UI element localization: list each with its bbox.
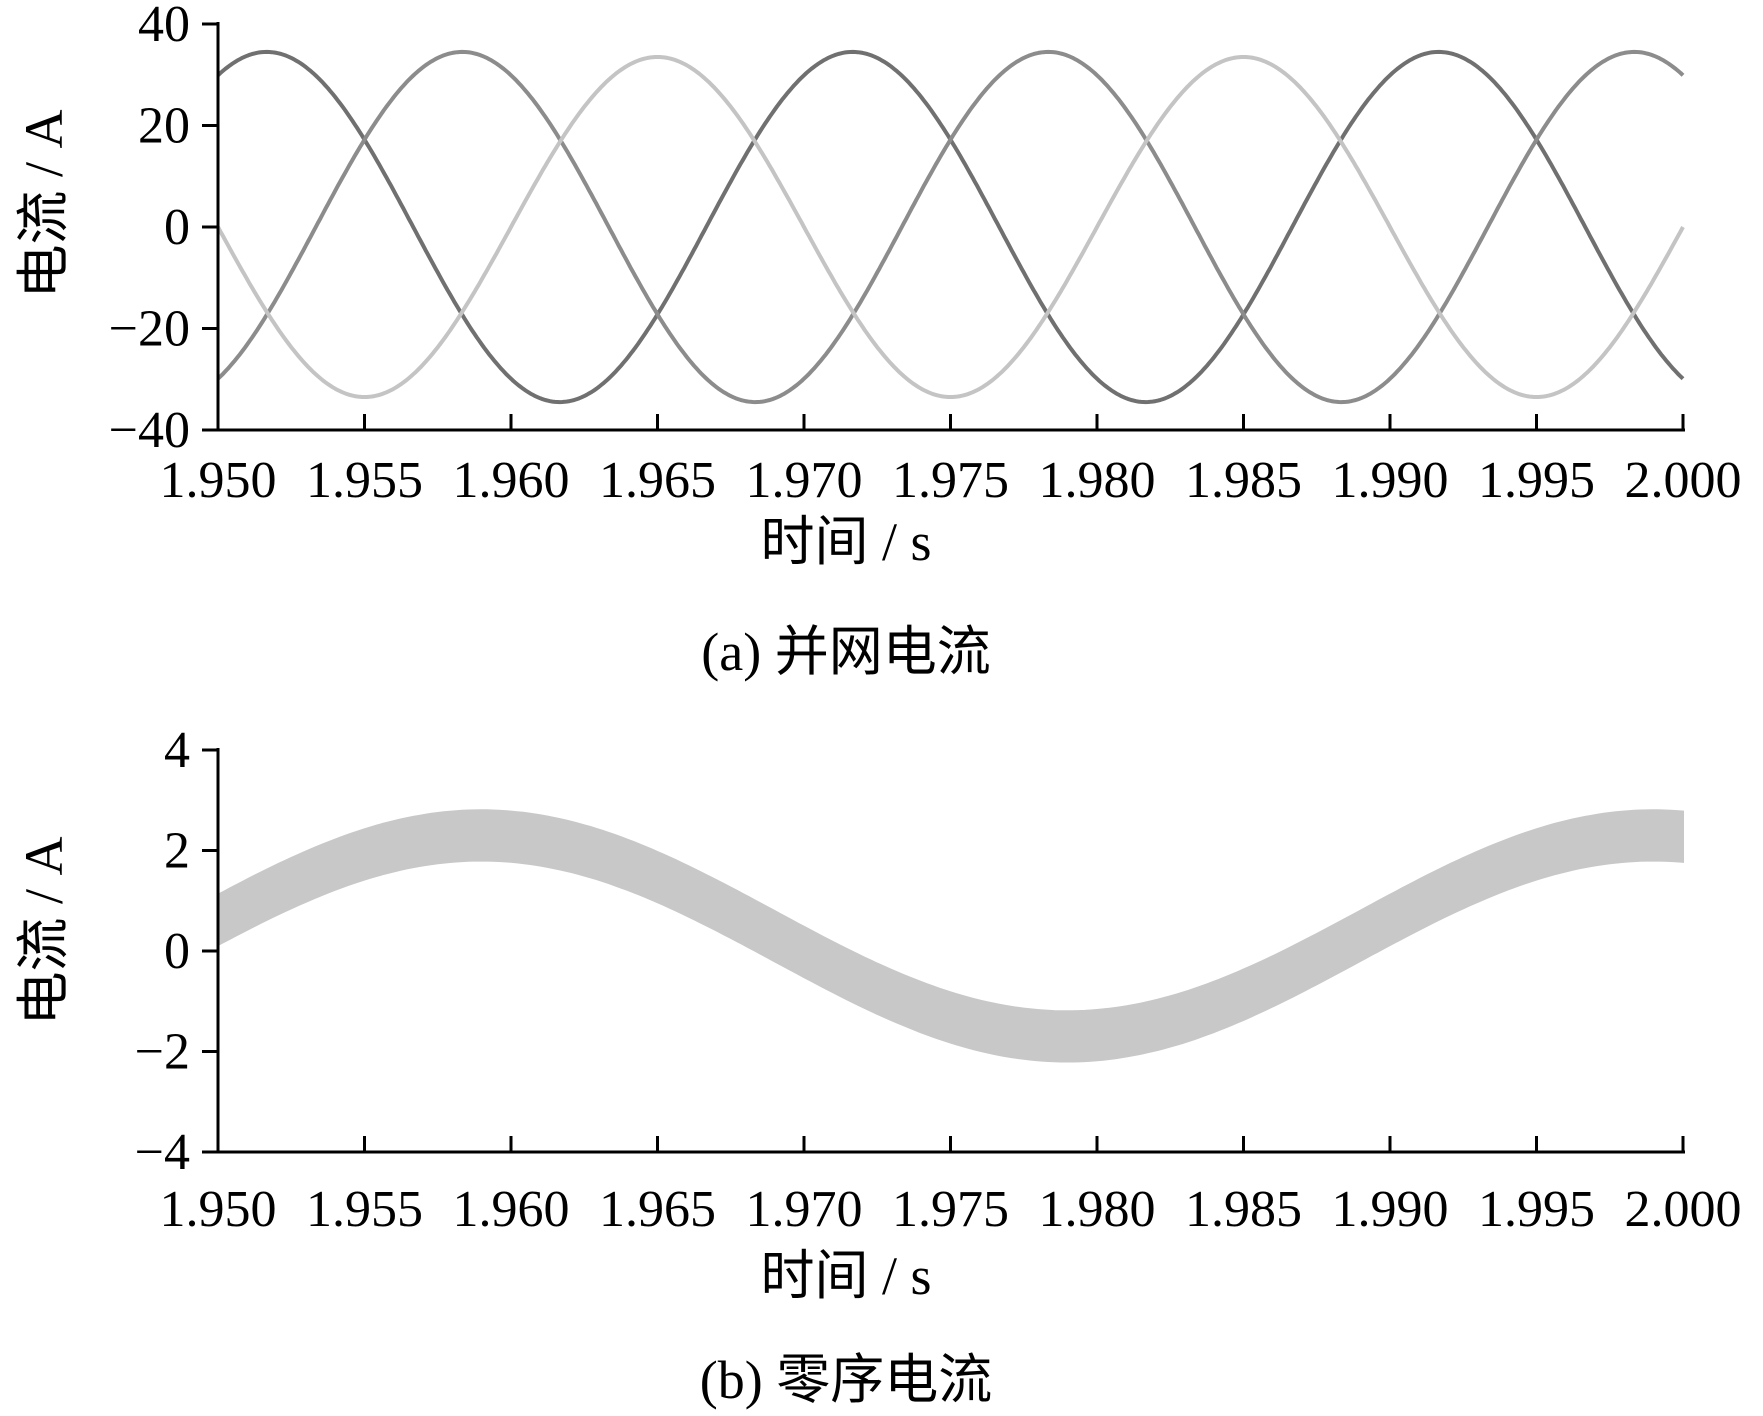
zero-sequence-current-y-tick-label: 4 xyxy=(164,722,190,779)
grid-current-series-3-line xyxy=(216,55,1685,399)
zero-sequence-current-y-tick-label: −4 xyxy=(135,1124,190,1181)
zero-sequence-current-x-tick-label: 1.980 xyxy=(1039,1181,1156,1238)
grid-current-x-tick-label: 1.950 xyxy=(160,452,277,509)
zero-sequence-current-x-tick-label: 1.995 xyxy=(1478,1181,1595,1238)
zero-sequence-current-y-axis-title: 电流 / A xyxy=(14,836,74,1025)
zero-sequence-current-x-tick-label: 1.985 xyxy=(1185,1181,1302,1238)
grid-current-x-tick-label: 1.990 xyxy=(1332,452,1449,509)
grid-current-chart: −40 −20 0 20 40 1.950 1.955 1.960 1.965 1.970 1.97… xyxy=(14,0,1742,682)
grid-current-x-tick-label: 2.000 xyxy=(1625,452,1742,509)
grid-current-x-tick-label: 1.995 xyxy=(1478,452,1595,509)
zero-sequence-current-x-tick-label: 1.975 xyxy=(892,1181,1009,1238)
zero-sequence-current-x-axis-title: 时间 / s xyxy=(760,1246,931,1306)
zero-sequence-current-caption: (b) 零序电流 xyxy=(700,1350,992,1410)
grid-current-x-tick-label: 1.970 xyxy=(746,452,863,509)
zero-sequence-current-ticks: −4 −2 0 2 4 1.950 1.955 1.960 1.965 1.970 1.975 1.9… xyxy=(135,722,1742,1238)
grid-current-x-tick-label: 1.975 xyxy=(892,452,1009,509)
zero-sequence-current-x-tick-label: 1.970 xyxy=(746,1181,863,1238)
grid-current-y-tick-label: 20 xyxy=(138,98,190,155)
grid-current-y-tick-label: −20 xyxy=(109,301,190,358)
zero-sequence-current-x-tick-label: 1.965 xyxy=(599,1181,716,1238)
grid-current-x-tick-label: 1.985 xyxy=(1185,452,1302,509)
grid-current-caption: (a) 并网电流 xyxy=(701,622,990,682)
zero-sequence-current-y-tick-label: −2 xyxy=(135,1024,190,1081)
grid-current-x-tick-label: 1.965 xyxy=(599,452,716,509)
grid-current-ticks: −40 −20 0 20 40 1.950 1.955 1.960 1.965 1.970 1.97… xyxy=(109,0,1742,509)
grid-current-y-tick-label: 0 xyxy=(164,199,190,256)
grid-current-plot-area xyxy=(216,49,1685,405)
grid-current-x-tick-label: 1.980 xyxy=(1039,452,1156,509)
grid-current-x-axis-title: 时间 / s xyxy=(760,512,931,572)
zero-sequence-current-x-tick-label: 1.990 xyxy=(1332,1181,1449,1238)
zero-sequence-current-y-tick-label: 0 xyxy=(164,923,190,980)
grid-current-x-tick-label: 1.955 xyxy=(306,452,423,509)
zero-sequence-current-band-series xyxy=(217,809,1684,1063)
zero-sequence-current-plot-area xyxy=(217,809,1684,1063)
zero-sequence-current-chart: −4 −2 0 2 4 1.950 1.955 1.960 1.965 1.970 1.975 1.9… xyxy=(14,722,1742,1410)
grid-current-x-tick-label: 1.960 xyxy=(453,452,570,509)
zero-sequence-current-x-tick-label: 1.955 xyxy=(306,1181,423,1238)
grid-current-y-tick-label: −40 xyxy=(109,402,190,459)
zero-sequence-current-x-tick-label: 1.950 xyxy=(160,1181,277,1238)
zero-sequence-current-x-tick-label: 1.960 xyxy=(453,1181,570,1238)
grid-current-y-axis-title: 电流 / A xyxy=(14,109,74,298)
grid-current-y-tick-label: 40 xyxy=(138,0,190,53)
zero-sequence-current-y-tick-label: 2 xyxy=(164,823,190,880)
zero-sequence-current-x-tick-label: 2.000 xyxy=(1625,1181,1742,1238)
